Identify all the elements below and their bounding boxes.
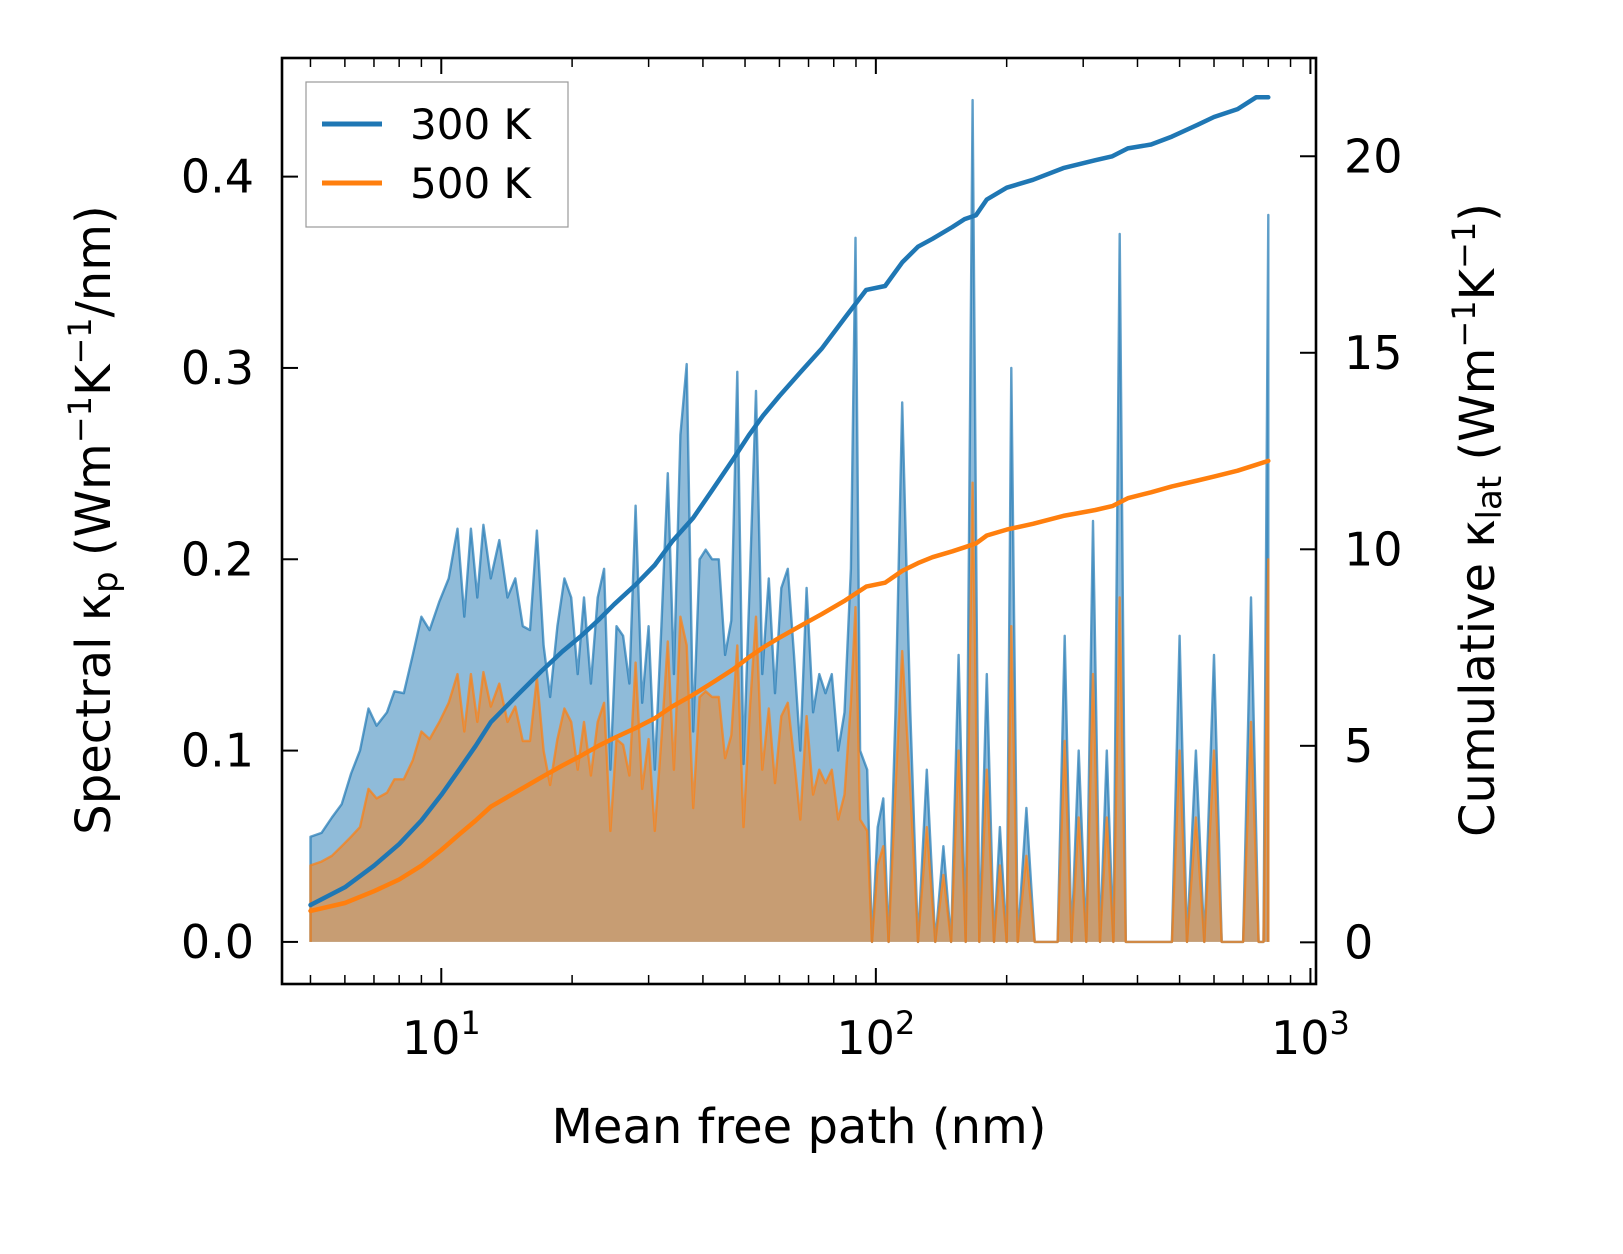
- left-y-label-unit-prefix: (Wm: [66, 443, 122, 571]
- left-y-tick-label: 0.2: [181, 532, 254, 586]
- left-y-label-sup1: −1: [61, 396, 99, 443]
- right-y-tick-label: 20: [1344, 129, 1403, 183]
- left-y-label-sup2: −1: [61, 317, 99, 364]
- left-y-tick-label: 0.0: [181, 915, 254, 969]
- x-tick-label: 103: [1271, 1004, 1350, 1065]
- left-y-label-main: Spectral κ: [66, 593, 122, 835]
- right-y-tick-label: 15: [1344, 326, 1403, 380]
- x-tick-exponent: 2: [895, 1004, 915, 1042]
- x-axis-label: Mean free path (nm): [552, 1099, 1047, 1155]
- right-y-label-unit-mid: K: [1450, 267, 1506, 300]
- x-tick-label: 101: [402, 1004, 481, 1065]
- right-y-label-unit-suffix: ): [1450, 203, 1506, 222]
- legend-box: [305, 81, 569, 228]
- series-layer: [308, 95, 1271, 944]
- area-500-k-spectral: [310, 482, 1269, 942]
- area-edge-300-k-spectral: [309, 98, 1270, 944]
- legend-label-500k: 500 K: [410, 159, 533, 208]
- area-edge-500-k-spectral: [309, 481, 1270, 944]
- right-y-label-unit-prefix: (Wm: [1450, 348, 1506, 476]
- line-500-k-cumulative: [308, 458, 1271, 914]
- right-y-label-sup2: −1: [1445, 222, 1483, 269]
- x-tick-exponent: 1: [460, 1004, 480, 1042]
- x-tick-label: 102: [836, 1004, 915, 1065]
- left-y-tick-label: 0.3: [181, 341, 254, 395]
- left-y-tick-label: 0.1: [181, 724, 254, 778]
- left-y-tick-label: 0.4: [181, 150, 254, 204]
- left-y-label-unit-suffix: /nm): [66, 205, 122, 317]
- x-tick-base: 10: [836, 1011, 895, 1065]
- area-300-k-spectral: [310, 100, 1269, 942]
- plot-frame: [280, 56, 1318, 986]
- x-tick-exponent: 3: [1330, 1004, 1350, 1042]
- right-y-tick-label: 0: [1344, 915, 1373, 969]
- line-300-k-cumulative: [308, 95, 1271, 908]
- x-tick-base: 10: [402, 1011, 461, 1065]
- right-y-label-sup1: −1: [1445, 300, 1483, 347]
- x-tick-base: 10: [1271, 1011, 1330, 1065]
- right-y-tick-label: 5: [1344, 719, 1373, 773]
- right-y-label-main: Cumulative κ: [1450, 519, 1506, 837]
- right-y-tick-label: 10: [1344, 522, 1403, 576]
- right-y-axis-label: Cumulative κlat (Wm−1K−1): [1445, 203, 1510, 837]
- left-y-label-sub: p: [86, 571, 126, 593]
- left-y-label-unit-mid: K: [66, 363, 122, 396]
- right-y-label-sub: lat: [1470, 476, 1510, 520]
- legend: 300 K 500 K: [305, 81, 569, 228]
- legend-label-300k: 300 K: [410, 100, 533, 149]
- left-y-axis-label: Spectral κp (Wm−1K−1/nm): [61, 205, 126, 834]
